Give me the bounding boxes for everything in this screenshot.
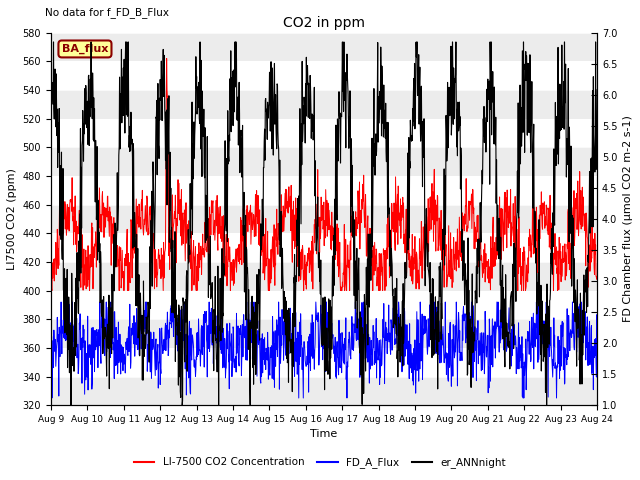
Bar xyxy=(51,33,597,61)
Text: BA_flux: BA_flux xyxy=(62,44,108,54)
Bar xyxy=(51,61,597,90)
Bar xyxy=(51,376,597,405)
Bar xyxy=(51,176,597,204)
Bar xyxy=(51,90,597,119)
Bar xyxy=(51,119,597,147)
Bar xyxy=(51,262,597,290)
Text: No data for f_FD_B_Flux: No data for f_FD_B_Flux xyxy=(45,7,170,18)
Legend: LI-7500 CO2 Concentration, FD_A_Flux, er_ANNnight: LI-7500 CO2 Concentration, FD_A_Flux, er… xyxy=(129,453,511,472)
Bar xyxy=(51,348,597,376)
Bar xyxy=(51,290,597,319)
Bar xyxy=(51,147,597,176)
Title: CO2 in ppm: CO2 in ppm xyxy=(283,16,365,30)
X-axis label: Time: Time xyxy=(310,430,338,440)
Bar xyxy=(51,204,597,233)
Bar xyxy=(51,233,597,262)
Bar xyxy=(51,319,597,348)
Y-axis label: FD Chamber flux (μmol CO2 m-2 s-1): FD Chamber flux (μmol CO2 m-2 s-1) xyxy=(623,116,633,323)
Y-axis label: LI7500 CO2 (ppm): LI7500 CO2 (ppm) xyxy=(7,168,17,270)
